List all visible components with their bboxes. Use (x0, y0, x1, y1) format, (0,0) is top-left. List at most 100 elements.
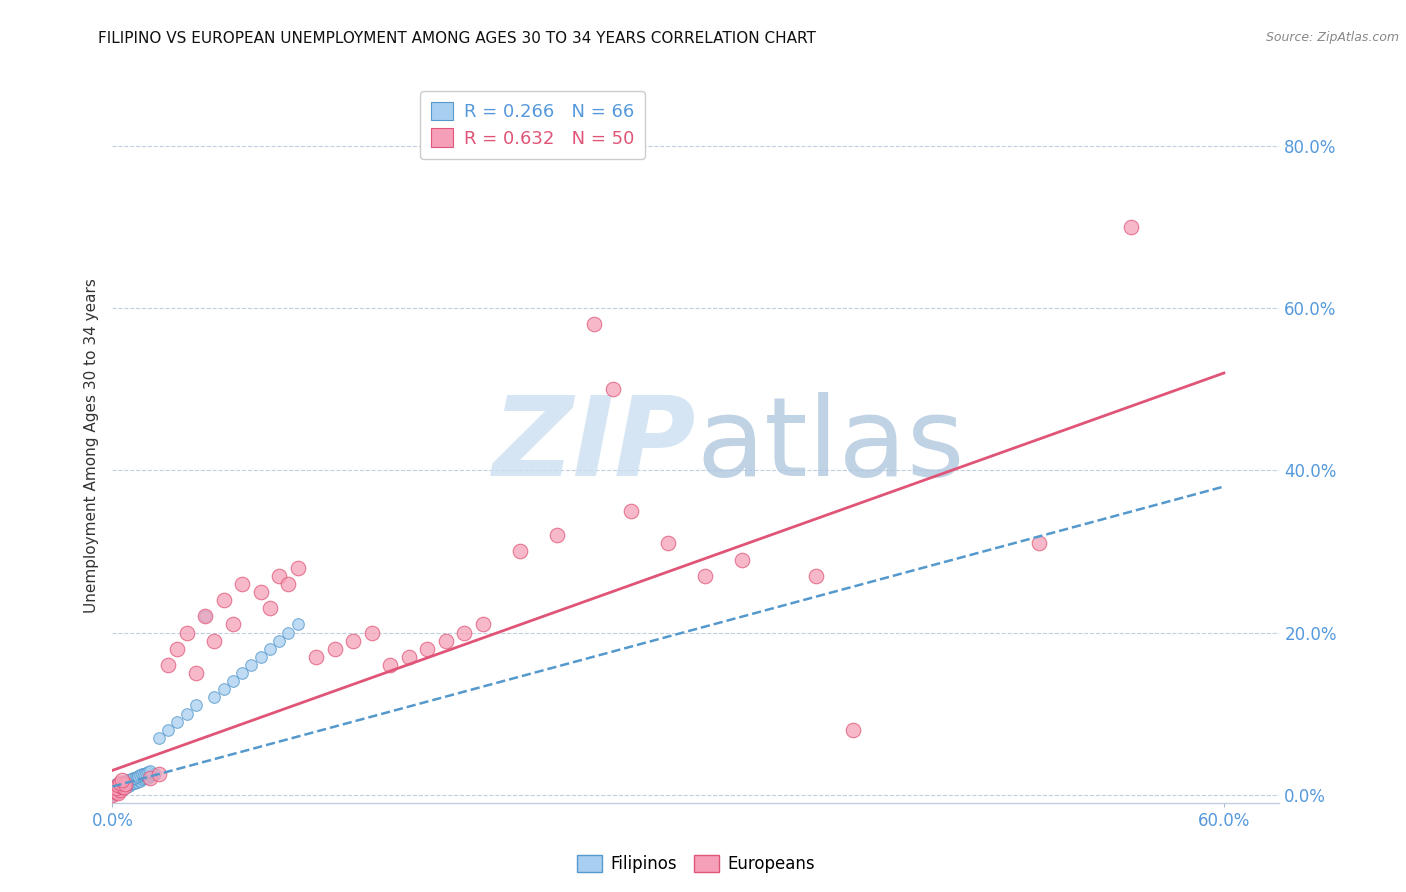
Point (129, 773, 152, 788)
Point (101, 785, 124, 799)
Point (416, 641, 439, 656)
Point (269, 568, 291, 582)
Point (101, 788, 124, 802)
Point (132, 772, 155, 786)
Point (148, 731, 170, 745)
Point (657, 536, 679, 550)
Point (108, 782, 131, 797)
Point (132, 766, 155, 780)
Point (259, 601, 281, 615)
Point (112, 776, 135, 790)
Point (194, 609, 217, 624)
Text: ZIP: ZIP (492, 392, 696, 500)
Point (222, 617, 245, 632)
Point (124, 776, 146, 790)
Point (103, 784, 125, 798)
Point (117, 773, 139, 788)
Point (1028, 536, 1050, 550)
Y-axis label: Unemployment Among Ages 30 to 34 years: Unemployment Among Ages 30 to 34 years (84, 278, 100, 614)
Point (118, 779, 141, 793)
Point (360, 625, 382, 640)
Point (112, 780, 135, 795)
Point (125, 770, 148, 784)
Point (103, 781, 125, 796)
Legend: Filipinos, Europeans: Filipinos, Europeans (571, 848, 821, 880)
Point (166, 641, 188, 656)
Point (121, 772, 143, 786)
Point (240, 657, 263, 672)
Point (620, 504, 643, 518)
Point (583, 318, 606, 332)
Point (107, 778, 129, 792)
Point (105, 777, 128, 791)
Point (287, 560, 309, 574)
Point (184, 698, 207, 713)
Point (105, 785, 128, 799)
Point (127, 773, 149, 788)
Point (231, 577, 253, 591)
Point (509, 544, 531, 558)
Point (112, 780, 135, 795)
Point (277, 577, 299, 591)
Point (114, 777, 136, 791)
Point (202, 633, 225, 648)
Point (129, 768, 152, 782)
Point (125, 774, 148, 789)
Point (105, 781, 128, 796)
Point (118, 773, 141, 788)
Point (135, 770, 157, 784)
Point (287, 617, 309, 632)
Point (107, 778, 129, 792)
Point (249, 649, 271, 664)
Point (136, 771, 159, 785)
Point (249, 585, 271, 599)
Text: FILIPINO VS EUROPEAN UNEMPLOYMENT AMONG AGES 30 TO 34 YEARS CORRELATION CHART: FILIPINO VS EUROPEAN UNEMPLOYMENT AMONG … (98, 31, 817, 46)
Point (305, 649, 328, 664)
Point (398, 649, 420, 664)
Point (124, 771, 146, 785)
Point (453, 625, 475, 640)
Point (131, 767, 153, 781)
Point (107, 786, 129, 800)
Point (731, 552, 754, 566)
Point (157, 723, 180, 737)
Point (114, 774, 136, 789)
Point (105, 786, 128, 800)
Point (101, 783, 124, 797)
Point (108, 781, 131, 796)
Point (157, 657, 180, 672)
Point (1121, 220, 1143, 235)
Point (101, 788, 124, 802)
Point (111, 780, 134, 794)
Point (602, 382, 624, 396)
Point (212, 593, 235, 607)
Point (380, 657, 402, 672)
Point (131, 772, 153, 787)
Point (806, 568, 828, 582)
Point (176, 625, 198, 640)
Point (120, 777, 142, 791)
Point (212, 682, 235, 697)
Point (135, 765, 157, 780)
Point (105, 780, 128, 794)
Point (194, 609, 217, 624)
Point (277, 625, 299, 640)
Point (111, 775, 134, 789)
Point (695, 568, 717, 582)
Point (269, 633, 291, 648)
Point (117, 778, 139, 792)
Point (107, 785, 129, 799)
Point (120, 772, 142, 787)
Point (111, 780, 134, 794)
Point (143, 766, 166, 780)
Point (142, 767, 165, 781)
Point (323, 641, 346, 656)
Point (471, 617, 494, 632)
Point (107, 782, 129, 797)
Point (259, 641, 281, 656)
Point (121, 775, 143, 789)
Point (136, 764, 159, 779)
Point (114, 781, 136, 796)
Point (184, 666, 207, 681)
Point (222, 674, 245, 689)
